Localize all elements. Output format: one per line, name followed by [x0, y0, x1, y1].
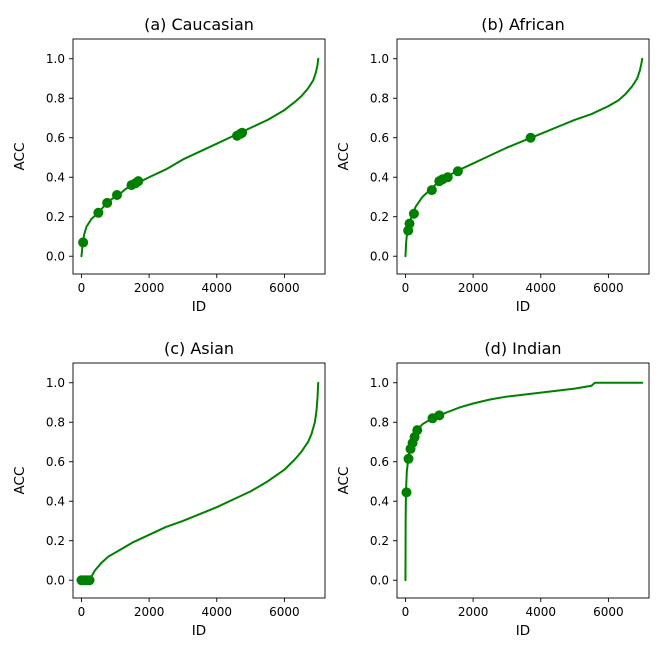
y-tick-label: 0.2: [46, 534, 65, 548]
y-tick-label: 0.6: [370, 455, 389, 469]
chart-panel-1: (a) Caucasian 0 2000 4000 6000 0.0 0.2 0.4 0.6 0.…: [12, 15, 326, 315]
chart-title: (d) Indian: [484, 339, 561, 358]
y-tick-label: 0.8: [46, 416, 65, 430]
data-point-marker: [412, 425, 423, 436]
data-point-marker: [84, 575, 95, 586]
y-tick-label: 0.2: [46, 210, 65, 224]
y-tick-label: 0.0: [46, 574, 65, 588]
y-tick-label: 1.0: [46, 52, 65, 66]
acc-curve-line: [80, 57, 320, 258]
x-tick-label: 4000: [525, 281, 556, 295]
y-axis-label: ACC: [336, 467, 352, 495]
data-point-marker: [525, 132, 536, 143]
x-axis-label: ID: [192, 623, 206, 639]
x-tick-label: 4000: [201, 281, 232, 295]
y-tick-label: 0.4: [370, 171, 389, 185]
x-tick-label: 6000: [269, 281, 300, 295]
x-tick-label: 2000: [134, 281, 165, 295]
x-tick-label: 6000: [593, 605, 624, 619]
y-tick-label: 1.0: [370, 52, 389, 66]
chart-title: (b) African: [481, 15, 565, 34]
y-axis-label: ACC: [12, 143, 28, 171]
x-tick-label: 4000: [525, 605, 556, 619]
plot-frame: [72, 362, 326, 599]
y-tick-label: 0.0: [370, 574, 389, 588]
x-axis-label: ID: [192, 299, 206, 315]
y-tick-label: 0.8: [370, 92, 389, 106]
y-tick-label: 0.4: [46, 495, 65, 509]
chart-panel-4: (d) Indian 0 2000 4000 6000 0.0 0.2 0.4 0.6 0.8 1.…: [336, 339, 650, 639]
y-tick-label: 0.4: [370, 495, 389, 509]
data-point-marker: [78, 237, 89, 248]
data-point-marker: [434, 410, 445, 421]
data-point-marker: [111, 190, 122, 201]
x-tick-label: 6000: [593, 281, 624, 295]
plot-frame: [72, 38, 326, 275]
x-tick-label: 2000: [458, 281, 489, 295]
chart-panel-3: (c) Asian 0 2000 4000 6000 0.0 0.2 0.4 0.6 0.8 1.0…: [12, 339, 326, 639]
x-tick-label: 0: [402, 605, 410, 619]
chart-panel-2: (b) African 0 2000 4000 6000 0.0 0.2 0.4 0.6 0.8 1…: [336, 15, 650, 315]
data-point-marker: [408, 208, 419, 219]
acc-curve-line: [80, 381, 320, 582]
data-point-marker: [133, 176, 144, 187]
plot-frame: [396, 38, 650, 275]
y-tick-label: 0.0: [46, 250, 65, 264]
data-point-marker: [452, 166, 463, 177]
y-tick-label: 1.0: [46, 376, 65, 390]
chart-title: (c) Asian: [164, 339, 234, 358]
y-tick-label: 0.6: [46, 131, 65, 145]
data-point-marker: [93, 207, 104, 218]
x-tick-label: 4000: [201, 605, 232, 619]
y-tick-label: 0.6: [370, 131, 389, 145]
acc-curve-line: [404, 57, 644, 258]
plot-frame: [396, 362, 650, 599]
x-axis-label: ID: [516, 299, 530, 315]
y-tick-label: 1.0: [370, 376, 389, 390]
y-tick-label: 0.4: [46, 171, 65, 185]
chart-title: (a) Caucasian: [144, 15, 254, 34]
x-tick-label: 2000: [458, 605, 489, 619]
x-axis-label: ID: [516, 623, 530, 639]
x-tick-label: 0: [402, 281, 410, 295]
data-point-marker: [237, 127, 248, 138]
y-axis-label: ACC: [336, 143, 352, 171]
x-tick-label: 0: [78, 605, 86, 619]
y-tick-label: 0.6: [46, 455, 65, 469]
data-point-marker: [404, 218, 415, 229]
y-tick-label: 0.8: [46, 92, 65, 106]
y-tick-label: 0.0: [370, 250, 389, 264]
data-point-marker: [403, 453, 414, 464]
data-point-marker: [102, 197, 113, 208]
data-point-marker: [426, 185, 437, 196]
data-point-marker: [401, 487, 412, 498]
data-point-marker: [442, 172, 453, 183]
y-tick-label: 0.2: [370, 534, 389, 548]
x-tick-label: 0: [78, 281, 86, 295]
y-axis-label: ACC: [12, 467, 28, 495]
x-tick-label: 2000: [134, 605, 165, 619]
y-tick-label: 0.8: [370, 416, 389, 430]
x-tick-label: 6000: [269, 605, 300, 619]
y-tick-label: 0.2: [370, 210, 389, 224]
